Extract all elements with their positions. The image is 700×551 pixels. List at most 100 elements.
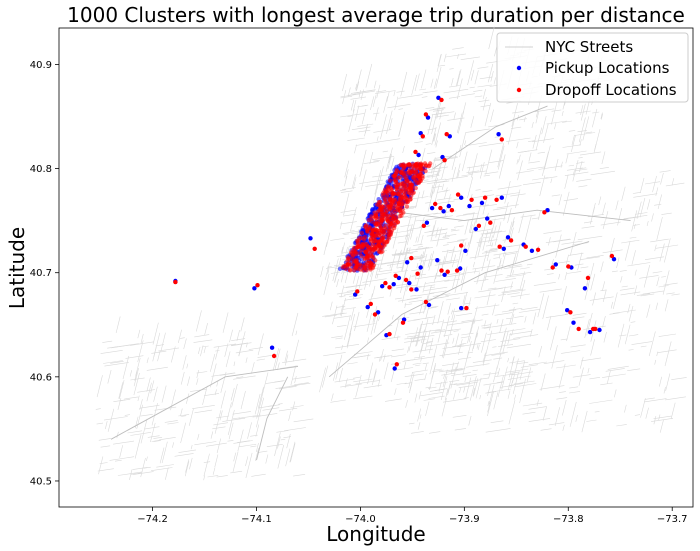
street-segment xyxy=(415,191,420,209)
street-segment xyxy=(422,281,426,293)
street-segment xyxy=(489,384,495,405)
street-segment xyxy=(456,69,462,86)
street-segment xyxy=(644,397,655,400)
street-segment xyxy=(493,266,499,284)
street-segment xyxy=(513,334,539,339)
street-segment xyxy=(467,320,474,344)
street-segment xyxy=(452,260,455,268)
street-segment xyxy=(95,408,101,410)
street-segment xyxy=(417,408,421,422)
street-segment xyxy=(336,291,354,295)
street-segment xyxy=(196,370,199,378)
street-segment xyxy=(556,364,576,369)
street-segment xyxy=(511,103,518,127)
street-segment xyxy=(496,319,499,324)
street-segment xyxy=(215,346,219,360)
street-segment xyxy=(424,228,448,233)
street-segment xyxy=(284,427,306,432)
street-segment xyxy=(435,227,439,238)
street-segment xyxy=(429,107,446,111)
street-segment xyxy=(541,116,547,135)
street-segment xyxy=(352,90,375,95)
street-segment xyxy=(410,295,417,297)
street-segment xyxy=(160,332,166,352)
pickup-point xyxy=(416,152,421,158)
pickup-point xyxy=(496,132,501,137)
street-segment xyxy=(406,213,412,232)
street-segment xyxy=(400,224,412,227)
dropoff-point xyxy=(365,229,370,234)
legend-streets-label: NYC Streets xyxy=(545,38,633,56)
dropoff-point xyxy=(369,233,375,238)
street-segment xyxy=(411,74,417,96)
street-segment xyxy=(482,236,490,239)
street-segment xyxy=(401,247,408,272)
street-segment xyxy=(250,445,257,448)
street-segment xyxy=(639,197,646,218)
street-segment xyxy=(659,243,665,262)
street-segment xyxy=(445,292,469,297)
street-segment xyxy=(523,116,526,123)
street-segment xyxy=(463,397,469,399)
dropoff-point xyxy=(393,273,398,278)
street-segment xyxy=(498,254,501,259)
street-segment xyxy=(369,152,374,165)
street-segment xyxy=(423,246,427,259)
street-segment xyxy=(627,303,631,314)
street-segment xyxy=(472,306,478,325)
street-segment xyxy=(490,71,494,82)
street-segment xyxy=(357,105,367,108)
street-segment xyxy=(507,292,520,295)
street-segment xyxy=(671,178,675,186)
street-segment xyxy=(452,274,457,289)
dropoff-point xyxy=(388,185,393,190)
street-segment xyxy=(381,336,401,340)
street-segment xyxy=(251,362,255,374)
street-segment xyxy=(350,99,355,111)
street-segment xyxy=(442,236,450,238)
street-segment xyxy=(235,349,254,354)
street-segment xyxy=(373,112,380,115)
street-segment xyxy=(210,363,217,388)
street-segment xyxy=(478,99,490,102)
street-segment xyxy=(350,207,357,232)
major-road xyxy=(328,241,590,378)
street-segment xyxy=(470,116,475,128)
street-segment xyxy=(463,302,471,305)
dropoff-point xyxy=(413,178,418,183)
street-segment xyxy=(563,198,579,202)
street-segment xyxy=(493,257,500,259)
street-segment xyxy=(96,375,103,398)
street-segment xyxy=(566,271,582,274)
street-segment xyxy=(474,70,479,85)
street-segment xyxy=(461,174,473,177)
street-segment xyxy=(285,448,291,467)
dropoff-point xyxy=(403,200,408,205)
street-segment xyxy=(437,200,455,204)
street-segment xyxy=(493,392,499,410)
street-segment xyxy=(453,112,456,120)
street-segment xyxy=(487,384,491,396)
street-segment xyxy=(610,301,613,309)
street-segment xyxy=(460,266,468,291)
street-segment xyxy=(434,122,441,146)
street-segment xyxy=(393,229,414,234)
street-segment xyxy=(548,237,551,246)
street-segment xyxy=(433,133,437,142)
street-segment xyxy=(503,202,509,221)
x-tick-label: −73.8 xyxy=(553,514,584,525)
dropoff-point xyxy=(449,208,455,213)
street-segment xyxy=(671,377,687,380)
street-segment xyxy=(259,397,264,416)
street-segment xyxy=(103,360,124,364)
street-segment xyxy=(461,319,483,324)
street-segment xyxy=(533,282,556,286)
dropoff-point xyxy=(609,253,615,259)
street-segment xyxy=(507,333,511,345)
street-segment xyxy=(278,403,283,405)
pickup-point xyxy=(405,260,410,265)
street-segment xyxy=(115,316,121,333)
street-segment xyxy=(451,368,466,371)
street-segment xyxy=(522,181,541,186)
street-segment xyxy=(592,108,598,128)
